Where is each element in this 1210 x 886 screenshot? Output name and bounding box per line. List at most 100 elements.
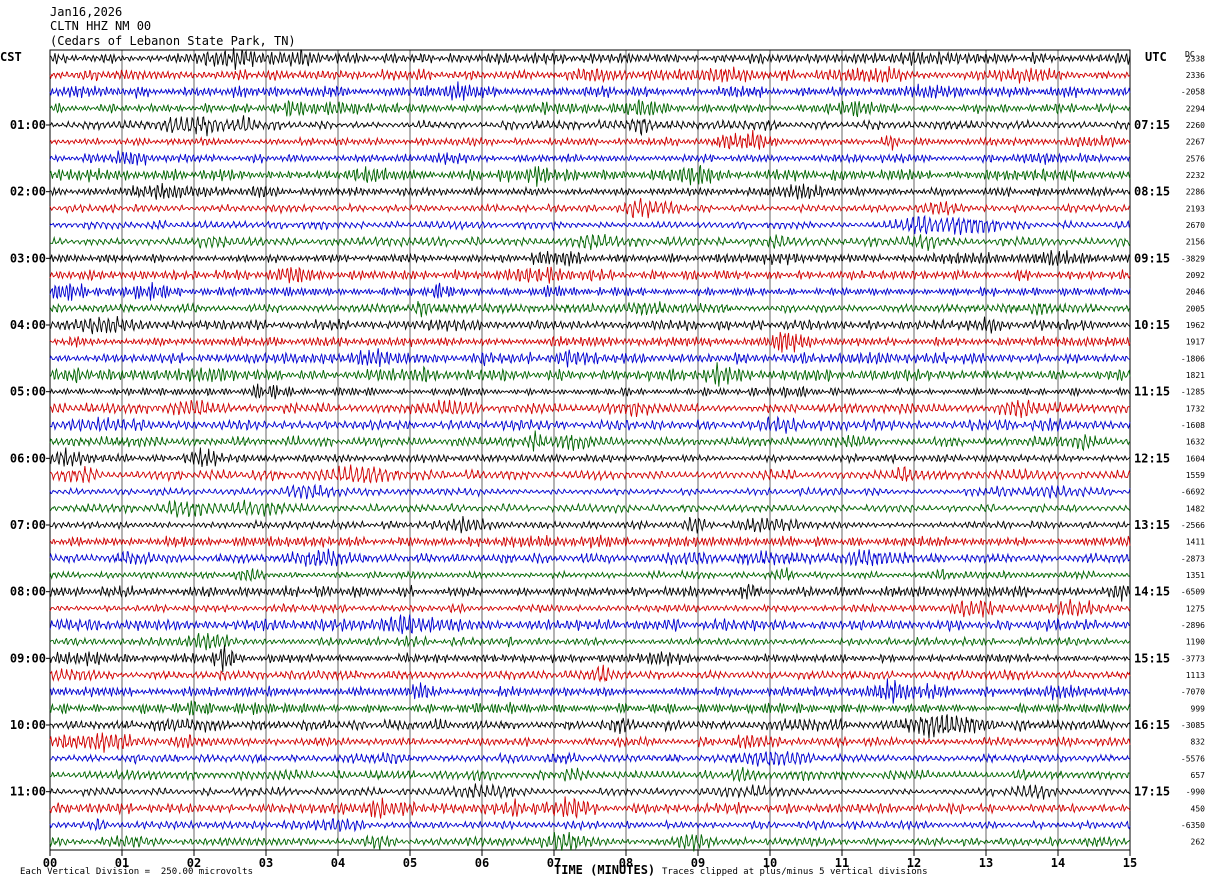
trace-line — [49, 598, 1131, 618]
dc-offset-label: -990 — [1186, 788, 1205, 797]
trace-line — [49, 766, 1131, 783]
trace-line — [49, 430, 1131, 452]
right-timezone-label: UTC — [1145, 50, 1167, 64]
trace-line — [49, 751, 1131, 767]
trace-line — [49, 732, 1131, 753]
trace-line — [49, 214, 1131, 235]
trace-line — [49, 499, 1131, 518]
left-timezone-label: CST — [0, 50, 22, 64]
trace-line — [49, 282, 1131, 301]
trace-line — [49, 664, 1131, 683]
dc-offset-label: 1411 — [1186, 538, 1205, 547]
trace-line — [49, 614, 1131, 635]
dc-offset-label: 2576 — [1186, 154, 1205, 163]
right-hour-label: 13:15 — [1134, 518, 1170, 532]
trace-line — [49, 348, 1131, 368]
left-hour-label: 03:00 — [10, 251, 46, 265]
trace-line — [49, 464, 1131, 484]
dc-offset-label: 1632 — [1186, 438, 1205, 447]
x-tick-label: 01 — [115, 856, 129, 870]
trace-line — [49, 399, 1131, 418]
right-hour-label: 17:15 — [1134, 785, 1170, 799]
trace-line — [49, 516, 1130, 534]
dc-offset-label: 1482 — [1186, 504, 1205, 513]
dc-offset-label: 2294 — [1186, 104, 1205, 113]
trace-line — [49, 783, 1131, 800]
trace-line — [49, 182, 1131, 200]
x-tick-label: 08 — [619, 856, 633, 870]
x-tick-label: 11 — [835, 856, 849, 870]
right-hour-label: 10:15 — [1134, 318, 1170, 332]
trace-line — [49, 115, 1131, 137]
location-label: (Cedars of Lebanon State Park, TN) — [50, 34, 296, 48]
dc-offset-label: 2338 — [1186, 54, 1205, 63]
x-tick-label: 09 — [691, 856, 705, 870]
dc-offset-label: 2156 — [1186, 238, 1205, 247]
right-hour-label: 16:15 — [1134, 718, 1170, 732]
trace-line — [49, 301, 1131, 318]
dc-offset-label: -3773 — [1181, 654, 1205, 663]
trace-line — [49, 831, 1131, 852]
dc-offset-label: 2092 — [1186, 271, 1205, 280]
trace-line — [49, 645, 1131, 672]
dc-offset-label: 1190 — [1186, 638, 1205, 647]
left-hour-label: 04:00 — [10, 318, 46, 332]
right-hour-label: 09:15 — [1134, 251, 1170, 265]
trace-line — [49, 383, 1131, 400]
dc-offset-label: 2336 — [1186, 71, 1205, 80]
dc-offset-label: 2260 — [1186, 121, 1205, 130]
dc-offset-label: 1351 — [1186, 571, 1205, 580]
dc-offset-label: 999 — [1191, 704, 1206, 713]
dc-offset-label: 450 — [1191, 804, 1206, 813]
trace-line — [49, 233, 1131, 251]
left-hour-label: 11:00 — [10, 785, 46, 799]
trace-line — [49, 47, 1131, 70]
trace-line — [49, 316, 1131, 335]
dc-offset-label: 1917 — [1186, 338, 1205, 347]
trace-line — [49, 129, 1131, 151]
trace-line — [49, 567, 1131, 583]
dc-column-label: DC — [1185, 50, 1195, 59]
dc-offset-label: 2670 — [1186, 221, 1205, 230]
left-hour-label: 10:00 — [10, 718, 46, 732]
right-hour-label: 12:15 — [1134, 451, 1170, 465]
dc-offset-label: 2267 — [1186, 138, 1205, 147]
trace-line — [49, 818, 1131, 833]
dc-offset-label: 2046 — [1186, 288, 1205, 297]
left-hour-label: 07:00 — [10, 518, 46, 532]
dc-offset-label: 262 — [1191, 838, 1206, 847]
dc-offset-label: 2193 — [1186, 204, 1205, 213]
trace-line — [49, 583, 1131, 602]
left-hour-label: 08:00 — [10, 585, 46, 599]
right-hour-label: 07:15 — [1134, 118, 1170, 132]
scale-note: Each Vertical Division = 250.00 microvol… — [20, 867, 253, 877]
trace-line — [49, 678, 1131, 704]
trace-line — [49, 99, 1131, 118]
dc-offset-label: -3085 — [1181, 721, 1205, 730]
x-tick-label: 06 — [475, 856, 489, 870]
left-hour-label: 01:00 — [10, 118, 46, 132]
trace-line — [49, 150, 1131, 166]
date-label: Jan16,2026 — [50, 5, 123, 19]
dc-offset-label: 832 — [1191, 738, 1206, 747]
x-tick-label: 07 — [547, 856, 561, 870]
right-hour-label: 15:15 — [1134, 651, 1170, 665]
dc-offset-label: -2566 — [1181, 521, 1205, 530]
x-tick-label: 14 — [1051, 856, 1065, 870]
dc-offset-label: -2058 — [1181, 88, 1205, 97]
plot-frame — [49, 49, 1131, 851]
dc-offset-label: 1113 — [1186, 671, 1205, 680]
station-label: CLTN HHZ NM 00 — [50, 19, 152, 33]
trace-line — [49, 632, 1131, 651]
trace-line — [49, 483, 1131, 500]
clip-note: Traces clipped at plus/minus 5 vertical … — [662, 867, 928, 877]
trace-line — [49, 266, 1131, 284]
dc-offset-label: 2005 — [1186, 304, 1205, 313]
trace-line — [49, 447, 1131, 467]
trace-line — [49, 250, 1131, 267]
dc-offset-label: 2286 — [1186, 188, 1205, 197]
x-tick-label: 12 — [907, 856, 921, 870]
dc-offset-label: -2873 — [1181, 554, 1205, 563]
dc-offset-label: 1962 — [1186, 321, 1205, 330]
